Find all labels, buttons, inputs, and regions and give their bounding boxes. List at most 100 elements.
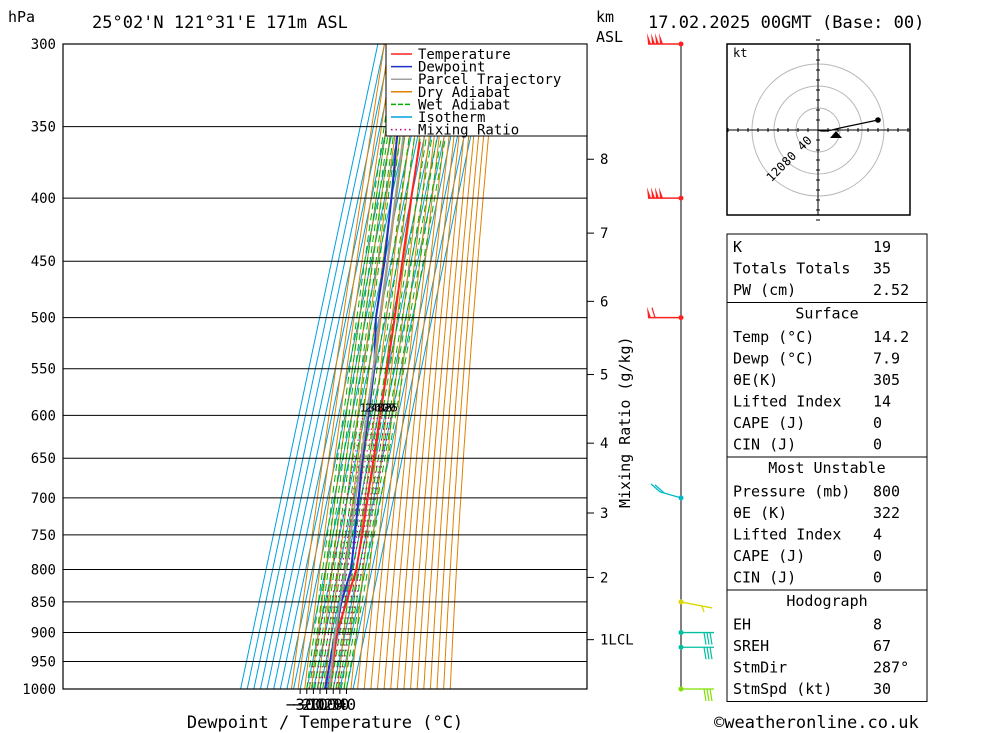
index-value: 0 [873,414,882,432]
index-table-box [726,456,928,591]
index-value: 8 [873,616,882,634]
height-tick-label: 4 [600,436,608,452]
height-unit-asl: ASL [596,28,623,46]
index-value: 0 [873,547,882,565]
pressure-tick-label: 750 [31,528,56,544]
pressure-tick-label: 950 [31,655,56,671]
index-value: 800 [873,483,900,501]
height-unit-km: km [596,8,614,26]
mixing-ratio-label: 15 [380,401,393,414]
pressure-tick-label: 450 [31,254,56,270]
plot-frame [62,43,588,690]
wind-barb-tick [703,688,707,702]
legend-item: Dry Adiabat [391,85,511,101]
legend-label: Mixing Ratio [418,123,519,139]
legend-label: Parcel Trajectory [418,72,561,88]
legend-item: Dewpoint [391,60,485,76]
wind-barb-tick [709,688,713,702]
mixing-ratio-label: 6 [374,401,381,414]
index-value: 14 [873,393,891,411]
profile-parcel-trajectory [328,44,418,689]
pressure-tick-label: 600 [31,408,56,424]
mixing-ratio-label: 8 [377,401,384,414]
wind-barb [650,483,682,499]
height-axis: 8 7 6 5 4 3 2 1LCL [587,152,634,649]
wind-barb-flag [659,33,663,44]
index-value: 0 [873,436,882,454]
pressure-tick-label: 500 [31,311,56,327]
wind-barb-tick [703,647,707,660]
legend-item: Temperature [391,47,511,63]
pressure-tick-label: 650 [31,451,56,467]
wind-barb [647,187,681,199]
wind-barb [681,646,714,660]
isotherm-line [345,44,485,689]
index-value: 305 [873,371,900,389]
isotherm-line [259,44,399,689]
index-label: θE(K) [733,371,778,389]
index-value: 7.9 [873,350,900,368]
wind-barb-flag [655,33,659,44]
legend-item: Wet Adiabat [391,97,511,113]
temperature-tick-label: −20 [292,695,321,714]
index-label: EH [733,616,751,634]
index-label: Lifted Index [733,393,841,411]
pressure-tick-label: 350 [31,120,56,136]
hodograph-end-dot [875,117,881,123]
wind-barb-tick [701,605,705,613]
temperature-tick-label: 10 [317,695,336,714]
wind-barb-flag [655,187,659,199]
height-tick-label: 7 [600,226,608,242]
temperature-tick-label: −30 [286,695,315,714]
temperature-tick-label: 20 [324,695,343,714]
temperature-tick-label: −10 [299,695,328,714]
index-label: CAPE (J) [733,547,805,565]
pressure-tick-label: 300 [31,37,56,53]
wind-barb [647,33,681,45]
legend-item: Isotherm [391,110,485,126]
pressure-tick-label: 550 [31,362,56,378]
wind-barb-flag [651,33,655,44]
isotherm-line [253,44,392,689]
index-value: 14.2 [873,328,909,346]
index-value: 287° [873,659,909,677]
wind-barb-tick [709,632,713,645]
isobar-lines [63,43,587,690]
isotherm-line [246,44,385,689]
index-value: 35 [873,260,891,278]
temperature-tick-label: 40 [337,695,356,714]
pressure-tick-label: 850 [31,595,56,611]
index-label: StmDir [733,659,787,677]
wind-barb-flag [647,306,651,318]
height-tick-label: 2 [600,570,608,586]
wind-barb-tick [651,307,656,318]
pressure-tick-label: 700 [31,491,56,507]
pressure-tick-label: 400 [31,191,56,207]
wind-barb-flag [647,187,651,199]
wind-barb [647,306,681,319]
index-label: StmSpd (kt) [733,680,832,698]
mixing-ratio-label: 3 [368,401,375,414]
wind-barb [681,631,714,645]
temperature-tick-label: 30 [330,695,349,714]
index-label: θE (K) [733,504,787,522]
legend-label: Dry Adiabat [418,85,511,101]
index-tables: K 19 Totals Totals 35 PW (cm) 2.52 Surface Temp… [726,233,928,702]
index-label: Pressure (mb) [733,483,850,501]
index-value: 322 [873,504,900,522]
hodograph-unit: kt [733,46,747,60]
index-value: 4 [873,526,882,544]
legend-item: Mixing Ratio [391,123,519,139]
mixing-ratio-label: 2 [365,401,372,414]
skewt-background-lines [240,44,498,689]
index-label: CIN (J) [733,569,796,587]
pressure-tick-label: 800 [31,562,56,578]
height-tick-label: 1LCL [600,633,634,649]
mixing-ratio-label: 25 [385,401,398,414]
date-title: 17.02.2025 00GMT (Base: 00) [648,13,924,33]
x-axis-label: Dewpoint / Temperature (°C) [187,713,463,733]
mixing-ratio-label: 20 [382,401,395,414]
